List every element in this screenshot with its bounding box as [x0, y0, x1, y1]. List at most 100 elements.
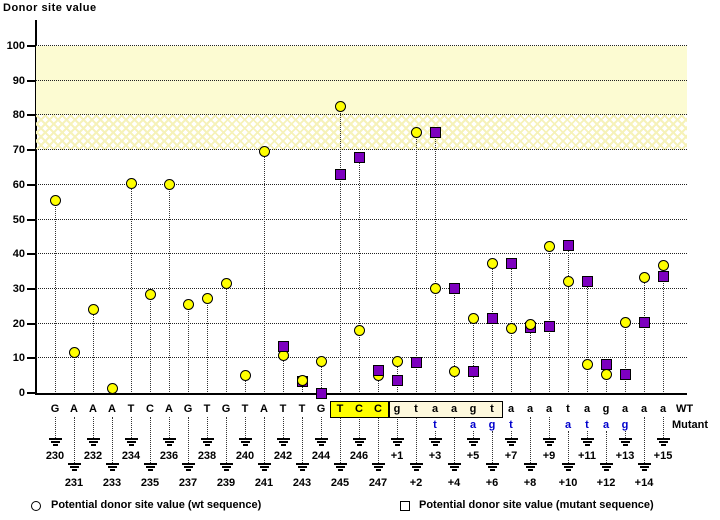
wt-point-245: [334, 101, 346, 113]
sequence-letter-+12: g: [602, 403, 610, 415]
y-tick-label-20: 20: [12, 317, 25, 330]
data-stem-241: [264, 151, 265, 392]
wt-legend-label: Potential donor site value (wt sequence): [51, 499, 262, 511]
label-stem-+12: [606, 431, 607, 463]
label-stem-+3: [435, 431, 436, 438]
ground-icon-+15: [656, 438, 670, 447]
data-stem-+14: [644, 277, 645, 392]
intron-highlight-box: [389, 401, 503, 418]
wt-point-+11: [581, 359, 593, 371]
wt-point-+14: [638, 272, 650, 284]
wt-point-233: [106, 383, 118, 395]
y-tick-20: [27, 322, 35, 325]
sequence-letter-238: T: [203, 403, 211, 415]
label-stem-+4: [454, 417, 455, 463]
data-stem-+11: [587, 281, 588, 392]
data-stem-+10: [568, 245, 569, 392]
data-stem-+4: [454, 288, 455, 392]
mut-point-246: [353, 151, 365, 163]
mut-point-+14: [638, 317, 650, 329]
sequence-letter-+9: a: [545, 403, 553, 415]
y-tick-label-40: 40: [12, 248, 25, 261]
label-stem-242: [283, 417, 284, 438]
mutant-letter-+7: t: [509, 419, 513, 431]
mut-point-244: [315, 387, 327, 399]
position-label-245: 245: [330, 477, 350, 489]
label-stem-245: [340, 417, 341, 463]
data-stem-238: [207, 298, 208, 392]
sequence-letter-232: A: [89, 403, 97, 415]
label-stem-241: [264, 417, 265, 463]
ground-icon-+6: [485, 463, 499, 472]
position-label-237: 237: [178, 477, 198, 489]
wt-row-label: WT: [676, 403, 694, 415]
gridline-60: [36, 183, 687, 185]
ground-icon-+5: [466, 438, 480, 447]
position-label-+8: +8: [523, 477, 537, 489]
label-stem-231: [74, 417, 75, 463]
gridline-100: [36, 45, 687, 46]
sequence-letter-+8: a: [526, 403, 534, 415]
data-stem-242: [283, 346, 284, 392]
wt-point-240: [239, 370, 251, 382]
sequence-letter-+3: a: [431, 403, 439, 415]
position-label-+5: +5: [466, 450, 480, 462]
sequence-letter-+4: a: [450, 403, 458, 415]
ground-icon-+14: [637, 463, 651, 472]
wt-point-+13: [619, 317, 631, 329]
data-stem-+2: [416, 132, 417, 392]
sequence-letter-+1: g: [393, 403, 401, 415]
label-stem-+15: [663, 417, 664, 438]
data-stem-+6: [492, 263, 493, 392]
data-stem-244: [321, 361, 322, 392]
score-band-80-100: [36, 46, 687, 116]
position-label-241: 241: [254, 477, 274, 489]
sequence-letter-241: A: [260, 403, 268, 415]
data-stem-+8: [530, 324, 531, 392]
y-tick-label-10: 10: [12, 352, 25, 365]
label-stem-238: [207, 417, 208, 438]
position-label-+4: +4: [447, 477, 461, 489]
sequence-letter-244: G: [316, 403, 326, 415]
label-stem-+11: [587, 431, 588, 438]
ground-icon-+13: [618, 438, 632, 447]
position-label-230: 230: [45, 450, 65, 462]
position-label-+12: +12: [596, 477, 616, 489]
gridline-30: [36, 287, 687, 289]
sequence-letter-240: T: [241, 403, 249, 415]
label-stem-234: [131, 417, 132, 438]
label-stem-232: [93, 417, 94, 438]
sequence-letter-230: G: [50, 403, 60, 415]
position-label-240: 240: [235, 450, 255, 462]
y-tick-label-50: 50: [12, 213, 25, 226]
sequence-letter-243: T: [298, 403, 306, 415]
sequence-letter-236: A: [165, 403, 173, 415]
mutant-letter-+13: g: [621, 419, 629, 431]
mut-point-+15: [657, 271, 669, 283]
position-label-+9: +9: [542, 450, 556, 462]
ground-icon-237: [181, 463, 195, 472]
data-stem-232: [93, 309, 94, 392]
data-stem-230: [55, 200, 56, 392]
gridline-90: [36, 79, 687, 81]
wt-point-+5: [467, 312, 479, 324]
ground-icon-236: [162, 438, 176, 447]
ground-icon-+3: [428, 438, 442, 447]
position-label-244: 244: [311, 450, 331, 462]
sequence-letter-+15: a: [659, 403, 667, 415]
y-axis-line: [35, 20, 37, 395]
label-stem-+14: [644, 417, 645, 463]
label-stem-235: [150, 417, 151, 463]
mutant-legend-square-icon: [400, 501, 410, 511]
y-tick-60: [27, 183, 35, 186]
exon-highlight-box: [330, 401, 389, 418]
mutant-letter-+10: a: [564, 419, 572, 431]
mutant-letter-+12: a: [602, 419, 610, 431]
wt-point-+2: [410, 127, 422, 139]
wt-point-231: [68, 346, 80, 358]
ground-icon-+4: [447, 463, 461, 472]
data-stem-235: [150, 294, 151, 392]
y-tick-100: [27, 45, 35, 47]
label-stem-233: [112, 417, 113, 463]
